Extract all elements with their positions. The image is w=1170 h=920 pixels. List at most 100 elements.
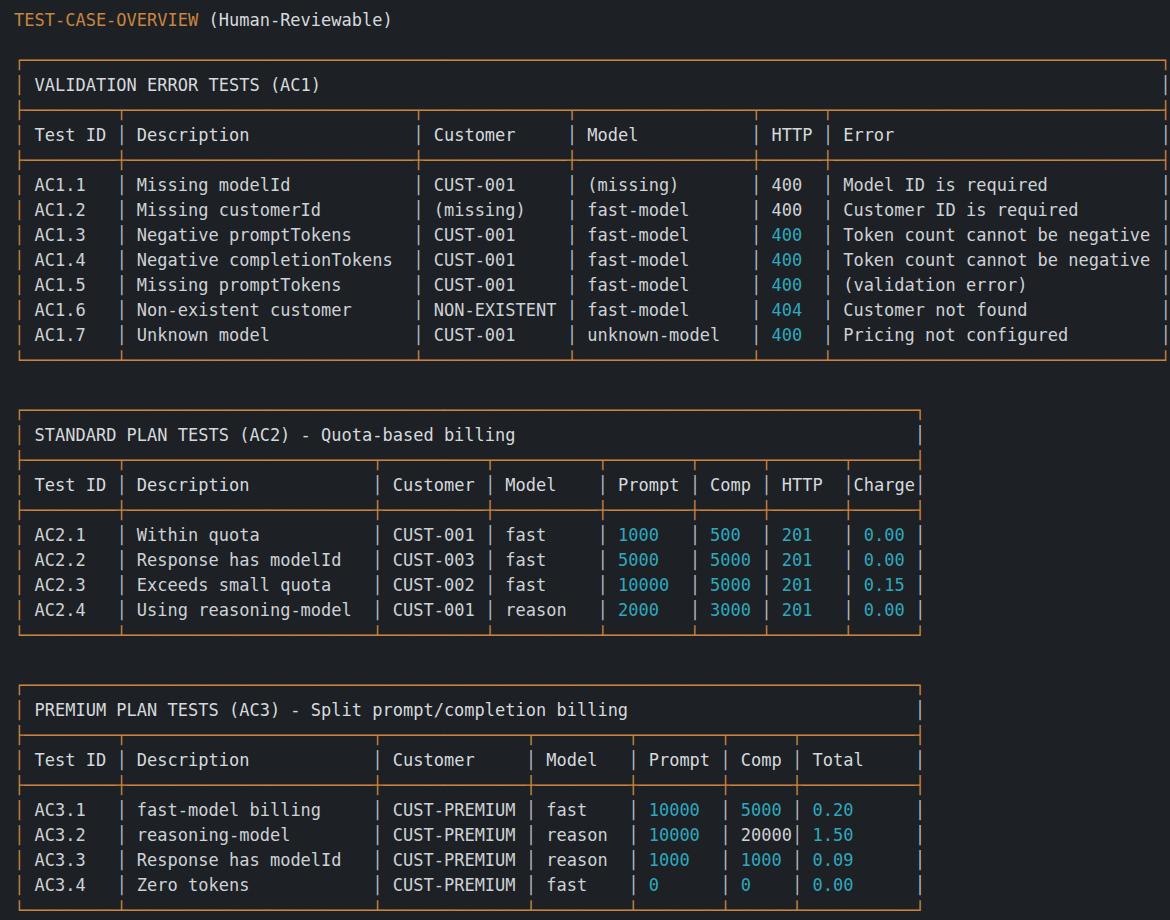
cell: Negative promptTokens [127,225,414,245]
cell: Missing customerId [127,200,414,220]
column-header: Test ID [24,475,116,495]
column-separator: │ [413,275,423,295]
cell: (missing) [577,175,751,195]
table-left-border: │ [14,875,24,895]
tables-container: ┌───────────────────────────────────────… [14,48,1170,920]
table-left-border: │ [14,325,24,345]
column-separator: │ [915,475,925,495]
column-separator: │ [485,575,495,595]
column-separator: │ [116,275,126,295]
cell: CUST-PREMIUM [383,800,526,820]
cell: 0.00 [853,525,914,545]
cell: fast-model billing [127,800,373,820]
cell: 1000 [731,850,792,870]
cell: CUST-001 [423,250,566,270]
cell: fast-model [577,300,751,320]
column-separator: │ [116,800,126,820]
column-header: Total [802,750,915,770]
cell: 400 [761,200,822,220]
cell: CUST-001 [423,175,566,195]
column-separator: │ [915,875,925,895]
column-separator: │ [843,575,853,595]
column-separator: │ [843,475,853,495]
column-separator: │ [116,250,126,270]
column-separator: │ [843,600,853,620]
table-header-separator: ├─────────┼────────────────────────┼────… [14,498,1170,523]
cell: AC1.6 [24,300,116,320]
column-separator: │ [116,525,126,545]
cell: 400 [761,250,822,270]
cell: Response has modelId [127,550,373,570]
column-separator: │ [751,225,761,245]
table-row: │ AC1.5 │ Missing promptTokens │ CUST-00… [14,273,1170,298]
cell: Missing modelId [127,175,414,195]
cell: 0.00 [853,600,914,620]
test-table-1: ┌───────────────────────────────────────… [14,48,1170,373]
column-separator: │ [116,125,126,145]
column-separator: │ [1160,225,1170,245]
column-separator: │ [915,825,925,845]
column-separator: │ [116,875,126,895]
table-left-border: │ [14,300,24,320]
column-separator: │ [413,200,423,220]
column-separator: │ [372,875,382,895]
table-header-row: │ Test ID │ Description │ Customer │ Mod… [14,748,1170,773]
cell: AC3.4 [24,875,116,895]
column-separator: │ [116,175,126,195]
table-left-border: │ [14,525,24,545]
cell: CUST-001 [383,525,485,545]
table-row: │ AC3.3 │ Response has modelId │ CUST-PR… [14,848,1170,873]
column-separator: │ [413,175,423,195]
table-left-border: │ [14,175,24,195]
cell: Response has modelId [127,850,373,870]
column-separator: │ [485,600,495,620]
cell: CUST-002 [383,575,485,595]
column-separator: │ [567,125,577,145]
page-title: TEST-CASE-OVERVIEW (Human-Reviewable) [14,8,1170,33]
spacer [14,648,1170,673]
column-separator: │ [751,200,761,220]
column-separator: │ [720,750,730,770]
cell: fast [536,875,628,895]
cell: AC3.3 [24,850,116,870]
cell: Pricing not configured [833,325,1161,345]
cell: Zero tokens [127,875,373,895]
cell: 400 [761,175,822,195]
cell: 0 [731,875,792,895]
column-separator: │ [597,550,607,570]
cell: 5000 [731,800,792,820]
column-separator: │ [690,600,700,620]
cell: Within quota [127,525,373,545]
cell: CUST-001 [423,225,566,245]
table-row: │ AC1.1 │ Missing modelId │ CUST-001 │ (… [14,173,1170,198]
cell: fast [495,550,597,570]
column-separator: │ [526,750,536,770]
column-separator: │ [751,325,761,345]
column-separator: │ [628,825,638,845]
cell: reason [495,600,597,620]
table-left-border: │ [14,225,24,245]
cell: 0.15 [853,575,914,595]
cell: Customer not found [833,300,1161,320]
cell: 201 [772,525,844,545]
cell: fast-model [577,225,751,245]
column-separator: │ [372,575,382,595]
table-left-border: │ [14,250,24,270]
column-separator: │ [372,800,382,820]
column-separator: │ [1160,200,1170,220]
column-separator: │ [372,525,382,545]
column-separator: │ [843,550,853,570]
spacer [14,33,1170,48]
cell: fast [495,525,597,545]
column-separator: │ [1160,175,1170,195]
column-separator: │ [628,850,638,870]
column-separator: │ [1160,250,1170,270]
column-separator: │ [1160,325,1170,345]
table-row: │ AC1.6 │ Non-existent customer │ NON-EX… [14,298,1170,323]
cell: 2000 [608,600,690,620]
cell: reason [536,850,628,870]
cell: reason [536,825,628,845]
column-separator: │ [915,850,925,870]
column-separator: │ [792,850,802,870]
column-separator: │ [751,175,761,195]
